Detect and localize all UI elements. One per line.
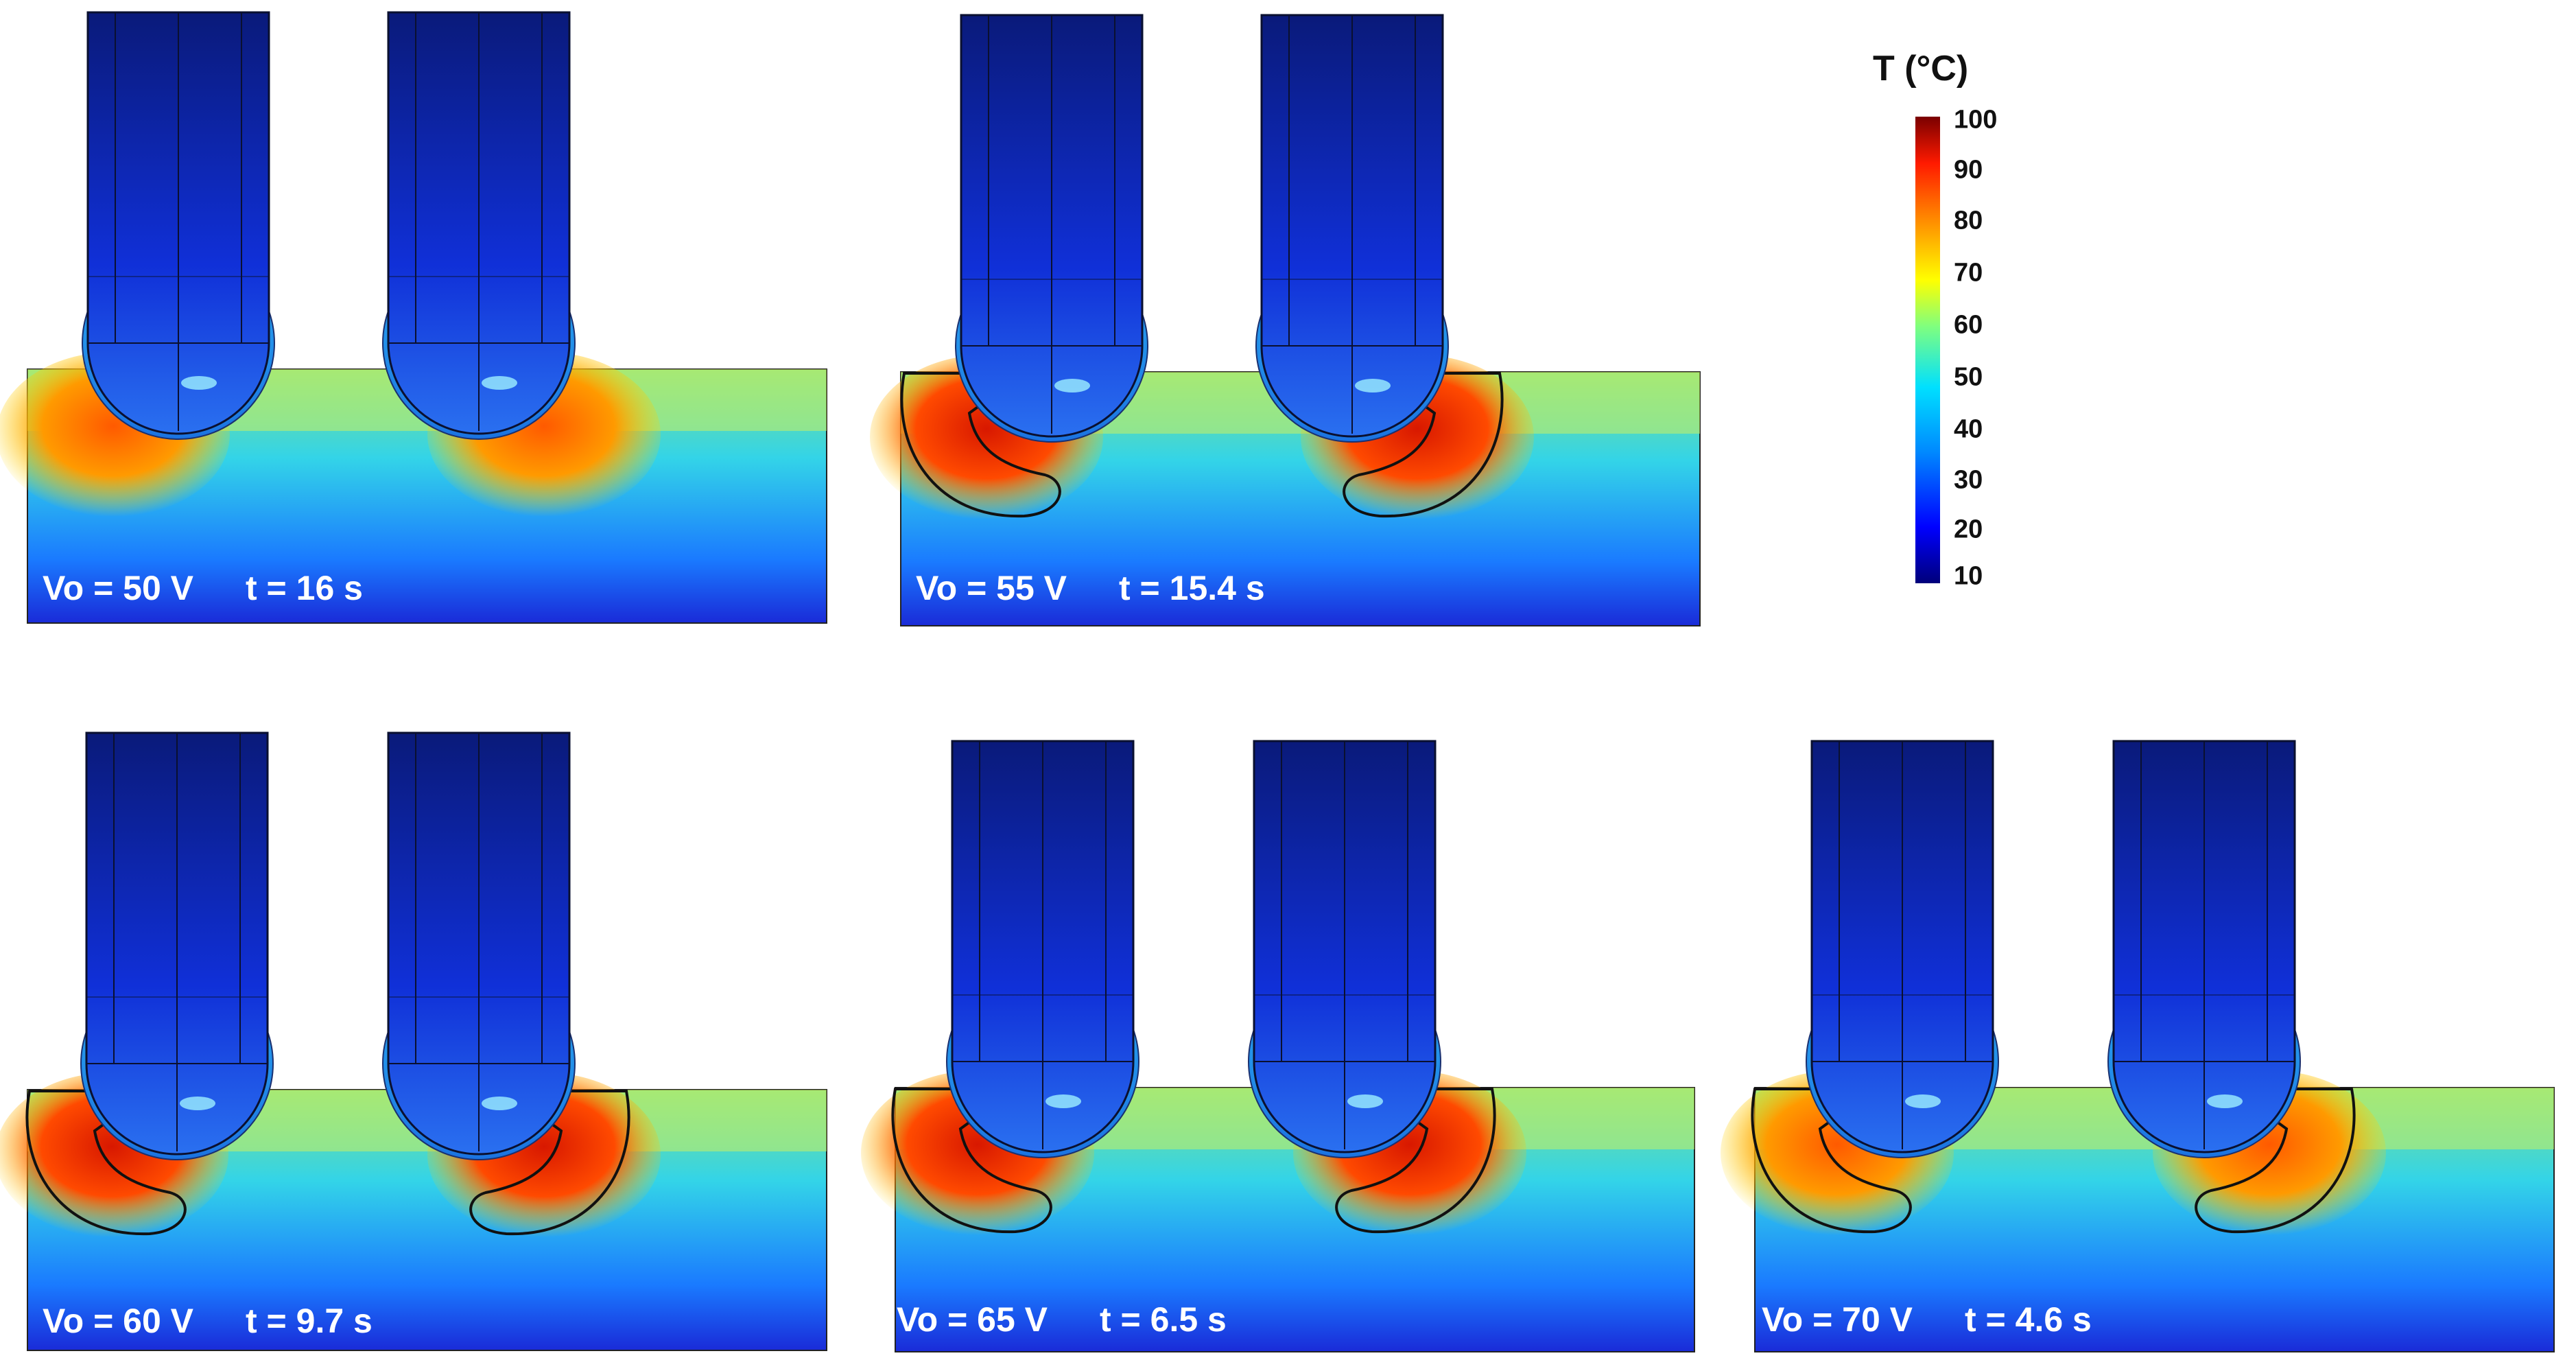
colorbar-tick: 30: [1954, 465, 1983, 495]
simulation-panel-vo-55: Vo = 55 V t = 15.4 s: [870, 14, 1701, 626]
simulation-panel-vo-70: Vo = 70 V t = 4.6 s: [1721, 740, 2555, 1352]
colorbar-tick: 40: [1954, 414, 1983, 444]
temperature-field-plot: [1721, 740, 2555, 1352]
simulation-panel-vo-50: Vo = 50 V t = 16 s: [0, 11, 827, 624]
melt-boundary: [1343, 372, 1504, 518]
temperature-field-plot: [0, 731, 827, 1351]
melt-boundary: [25, 1090, 187, 1236]
temperature-colorbar: T (°C) 100 90 80 70 60 50 40 30 20 10: [1873, 41, 2051, 604]
colorbar-title: T (°C): [1873, 49, 1969, 89]
voltage-label: Vo = 60 V: [43, 1302, 194, 1340]
colorbar-tick: 70: [1954, 258, 1983, 288]
simulation-panel-vo-65: Vo = 65 V t = 6.5 s: [861, 740, 1695, 1352]
melt-boundary: [2195, 1088, 2356, 1234]
colorbar-tick: 60: [1954, 310, 1983, 340]
temperature-field-plot: [870, 14, 1701, 626]
voltage-label: Vo = 70 V: [1762, 1300, 1913, 1339]
time-label: t = 9.7 s: [246, 1302, 373, 1340]
voltage-label: Vo = 50 V: [43, 569, 194, 607]
time-label: t = 4.6 s: [1965, 1300, 2092, 1339]
colorbar-gradient: [1915, 117, 1940, 583]
colorbar-tick: 10: [1954, 561, 1983, 591]
temperature-field-plot: [0, 11, 827, 624]
voltage-label: Vo = 55 V: [916, 569, 1067, 607]
voltage-label: Vo = 65 V: [897, 1300, 1048, 1339]
melt-boundary: [1335, 1088, 1496, 1234]
time-label: t = 15.4 s: [1119, 569, 1265, 607]
simulation-panel-vo-60: Vo = 60 V t = 9.7 s: [0, 731, 827, 1351]
colorbar-tick: 50: [1954, 362, 1983, 392]
melt-boundary: [469, 1090, 630, 1236]
temperature-field-plot: [861, 740, 1695, 1352]
melt-boundary: [891, 1088, 1052, 1234]
time-label: t = 6.5 s: [1100, 1300, 1227, 1339]
melt-boundary: [900, 372, 1061, 518]
colorbar-tick: 100: [1954, 105, 1998, 134]
colorbar-tick: 90: [1954, 155, 1983, 185]
melt-boundary: [1751, 1088, 1912, 1234]
time-label: t = 16 s: [246, 569, 363, 607]
colorbar-tick: 80: [1954, 206, 1983, 235]
colorbar-tick: 20: [1954, 515, 1983, 544]
